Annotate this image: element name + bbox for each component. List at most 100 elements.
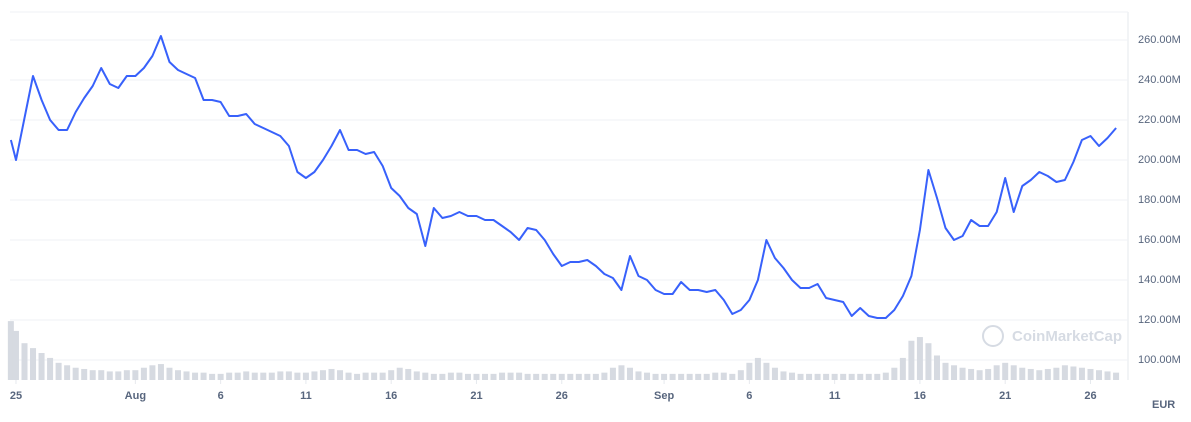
volume-bar (609, 367, 616, 380)
volume-bar (976, 370, 983, 380)
volume-bar (567, 373, 574, 380)
volume-bar (140, 367, 147, 380)
volume-bar (669, 373, 676, 380)
volume-bar (302, 372, 309, 380)
volume-bar (993, 365, 1000, 380)
volume-bar (21, 343, 28, 380)
volume-bar (959, 367, 966, 380)
volume-bar (277, 371, 284, 380)
volume-bar (942, 362, 949, 380)
volume-bar (234, 372, 241, 380)
volume-bar (558, 373, 565, 380)
volume-bar (1096, 370, 1103, 380)
volume-bar (763, 362, 770, 380)
volume-bar (806, 373, 813, 380)
volume-bar (720, 372, 727, 380)
volume-bar (908, 340, 915, 380)
x-tick-label: Sep (654, 390, 674, 402)
volume-bar (379, 372, 386, 380)
volume-bar (882, 372, 889, 380)
volume-bar (1044, 368, 1051, 380)
volume-bar (584, 373, 591, 380)
volume-bar (780, 371, 787, 380)
volume-bar (661, 373, 668, 380)
y-tick-label: 100.00M (1138, 354, 1181, 366)
volume-bar (72, 367, 79, 380)
volume-bar (64, 365, 71, 380)
volume-bar (524, 373, 531, 380)
volume-bar (925, 343, 932, 380)
volume-bar (601, 372, 608, 380)
volume-bar (354, 373, 361, 380)
volume-bar (635, 371, 642, 380)
volume-bar (985, 368, 992, 380)
volume-bar (1070, 366, 1077, 380)
volume-bar (285, 371, 292, 380)
volume-bar (652, 373, 659, 380)
volume-bar (319, 370, 326, 380)
volume-bar (422, 372, 429, 380)
volume-bar (174, 370, 181, 380)
volume-bar (464, 373, 471, 380)
volume-bar (1002, 362, 1009, 380)
volume-bar (916, 337, 923, 380)
volume-bar (507, 372, 514, 380)
volume-bar (840, 373, 847, 380)
volume-bar (1010, 365, 1017, 380)
volume-bar (550, 373, 557, 380)
volume-bar (618, 365, 625, 380)
volume-bar (729, 373, 736, 380)
x-tick-label: 11 (300, 390, 312, 402)
volume-bar (789, 372, 796, 380)
volume-bar (217, 373, 224, 380)
volume-bar (541, 373, 548, 380)
volume-bar (695, 373, 702, 380)
volume-bar (47, 357, 54, 380)
volume-bar (712, 372, 719, 380)
volume-bar (38, 353, 45, 380)
y-tick-label: 120.00M (1138, 314, 1181, 326)
volume-bar (490, 373, 497, 380)
volume-bar (1078, 367, 1085, 380)
x-tick-label: 11 (829, 390, 841, 402)
watermark-logo (982, 325, 1004, 347)
volume-bar (626, 367, 633, 380)
volume-bar (1036, 370, 1043, 380)
volume-bar (413, 371, 420, 380)
volume-bar (209, 373, 216, 380)
volume-bar (823, 373, 830, 380)
x-tick-label: 16 (385, 390, 397, 402)
volume-bar (592, 373, 599, 380)
volume-bar (345, 372, 352, 380)
volume-bar (1104, 371, 1111, 380)
volume-bar (439, 373, 446, 380)
volume-bar (81, 368, 88, 380)
volume-bar (499, 372, 506, 380)
y-tick-label: 260.00M (1138, 34, 1181, 46)
volume-bar (644, 372, 651, 380)
volume-bar (311, 371, 318, 380)
volume-bar (857, 373, 864, 380)
volume-bar (1027, 368, 1034, 380)
volume-bar (447, 372, 454, 380)
volume-bar (294, 372, 301, 380)
y-tick-label: 240.00M (1138, 74, 1181, 86)
volume-bar (183, 371, 190, 380)
volume-bar (1061, 365, 1068, 380)
x-tick-label: 21 (470, 390, 482, 402)
volume-bar (533, 373, 540, 380)
volume-bar (12, 330, 19, 380)
volume-bar (482, 373, 489, 380)
volume-bar (865, 373, 872, 380)
x-tick-label: 21 (999, 390, 1011, 402)
volume-bar (797, 373, 804, 380)
x-tick-label: 6 (218, 390, 224, 402)
volume-bar (968, 368, 975, 380)
x-tick-label: 16 (914, 390, 926, 402)
volume-bar (243, 371, 250, 380)
volume-bar (7, 321, 14, 380)
volume-bar (132, 370, 139, 380)
volume-bar (89, 370, 96, 380)
volume-bar (166, 367, 173, 380)
volume-bar (891, 367, 898, 380)
